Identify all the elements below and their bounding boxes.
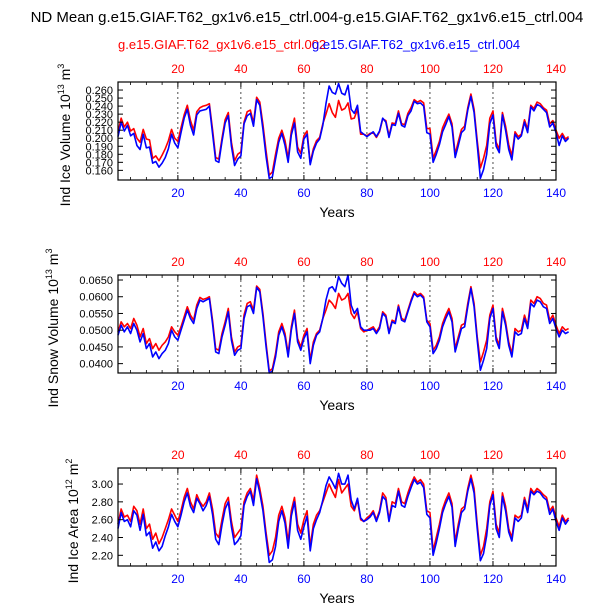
x-axis-title: Years <box>319 204 354 220</box>
y-axis-title: Ind Snow Volume 1013 m3 <box>44 248 61 407</box>
x-tick-label-bottom: 80 <box>360 379 374 393</box>
y-tick-label: 0.0400 <box>79 359 113 371</box>
x-tick-label-bottom: 60 <box>297 572 311 586</box>
x-tick-label-top: 120 <box>483 448 503 462</box>
y-tick-label: 2.20 <box>92 550 113 562</box>
x-tick-label-bottom: 100 <box>420 186 440 200</box>
y-tick-label: 0.210 <box>85 125 113 137</box>
x-tick-label-top: 60 <box>297 62 311 76</box>
series-line-ctrl-004 <box>117 82 570 180</box>
x-tick-label-bottom: 40 <box>234 186 248 200</box>
x-tick-label-top: 60 <box>297 255 311 269</box>
x-tick-label-top: 60 <box>297 448 311 462</box>
y-tick-label: 0.260 <box>85 85 113 97</box>
y-tick-label: 0.0500 <box>79 325 113 337</box>
y-axis-title: Ind Ice Volume 1013 m3 <box>56 64 73 207</box>
y-tick-label: 0.160 <box>85 165 113 177</box>
y-axis-title: Ind Ice Area 1012 m2 <box>64 459 81 584</box>
plot-frame <box>117 467 557 567</box>
y-tick-label: 2.60 <box>92 515 113 527</box>
x-tick-label-bottom: 40 <box>234 379 248 393</box>
x-tick-label-top: 100 <box>420 448 440 462</box>
y-tick-label: 0.230 <box>85 109 113 121</box>
x-tick-label-top: 40 <box>234 448 248 462</box>
series-line-ctrl-004 <box>117 472 570 564</box>
panel-ice-area: 20 20 40 40 60 60 80 80 100 100 120 120 140 140 2.20 2.… <box>64 448 570 606</box>
y-tick-label: 0.170 <box>85 157 113 169</box>
x-tick-label-top: 40 <box>234 62 248 76</box>
x-tick-label-top: 20 <box>171 448 185 462</box>
x-tick-label-bottom: 20 <box>171 572 185 586</box>
y-tick-label: 2.80 <box>92 497 113 509</box>
x-tick-label-bottom: 140 <box>546 186 566 200</box>
x-tick-label-top: 120 <box>483 255 503 269</box>
x-tick-label-top: 120 <box>483 62 503 76</box>
x-tick-label-top: 20 <box>171 255 185 269</box>
x-tick-label-bottom: 60 <box>297 379 311 393</box>
figure-title: ND Mean g.e15.GIAF.T62_gx1v6.e15_ctrl.00… <box>31 9 584 26</box>
x-tick-label-bottom: 40 <box>234 572 248 586</box>
x-tick-label-top: 100 <box>420 255 440 269</box>
x-tick-label-bottom: 140 <box>546 379 566 393</box>
y-tick-label: 0.240 <box>85 101 113 113</box>
x-tick-label-bottom: 100 <box>420 572 440 586</box>
y-tick-label: 0.200 <box>85 133 113 145</box>
x-tick-label-bottom: 80 <box>360 572 374 586</box>
x-axis-title: Years <box>319 397 354 413</box>
legend-red-label: g.e15.GIAF.T62_gx1v6.e15_ctrl.002 <box>118 37 326 52</box>
x-tick-label-bottom: 20 <box>171 186 185 200</box>
x-tick-label-bottom: 80 <box>360 186 374 200</box>
y-tick-label: 0.0600 <box>79 292 113 304</box>
x-tick-label-top: 140 <box>546 62 566 76</box>
x-tick-label-bottom: 120 <box>483 379 503 393</box>
y-tick-label: 0.0450 <box>79 342 113 354</box>
x-tick-label-bottom: 60 <box>297 186 311 200</box>
x-tick-label-bottom: 120 <box>483 572 503 586</box>
panel-ice-volume: 20204040606080801001001201201401400.1600… <box>56 62 570 220</box>
y-tick-label: 0.0650 <box>79 275 113 287</box>
series-line-ctrl-004 <box>117 274 569 374</box>
y-tick-label: 0.0550 <box>79 308 113 320</box>
y-tick-label: 0.190 <box>85 141 113 153</box>
x-tick-label-top: 100 <box>420 62 440 76</box>
x-tick-label-bottom: 120 <box>483 186 503 200</box>
y-tick-label: 3.00 <box>92 479 113 491</box>
y-tick-label: 2.40 <box>92 532 113 544</box>
panel-snow-volume: 20 20 40 40 60 60 80 80 100 100 120 120 140 140 0.0400… <box>44 248 569 413</box>
x-tick-label-top: 80 <box>360 62 374 76</box>
y-tick-label: 0.250 <box>85 93 113 105</box>
x-tick-label-bottom: 100 <box>420 379 440 393</box>
x-tick-label-bottom: 20 <box>171 379 185 393</box>
x-tick-label-top: 140 <box>546 255 566 269</box>
x-tick-label-top: 20 <box>171 62 185 76</box>
plot-frame <box>117 274 557 374</box>
x-tick-label-bottom: 140 <box>546 572 566 586</box>
y-tick-label: 0.220 <box>85 117 113 129</box>
x-tick-label-top: 80 <box>360 448 374 462</box>
plot-frame <box>117 81 557 181</box>
x-tick-label-top: 80 <box>360 255 374 269</box>
x-axis-title: Years <box>319 590 354 606</box>
x-tick-label-top: 140 <box>546 448 566 462</box>
y-tick-label: 0.180 <box>85 149 113 161</box>
legend-blue-label: g.e15.GIAF.T62_gx1v6.e15_ctrl.004 <box>312 37 520 52</box>
x-tick-label-top: 40 <box>234 255 248 269</box>
